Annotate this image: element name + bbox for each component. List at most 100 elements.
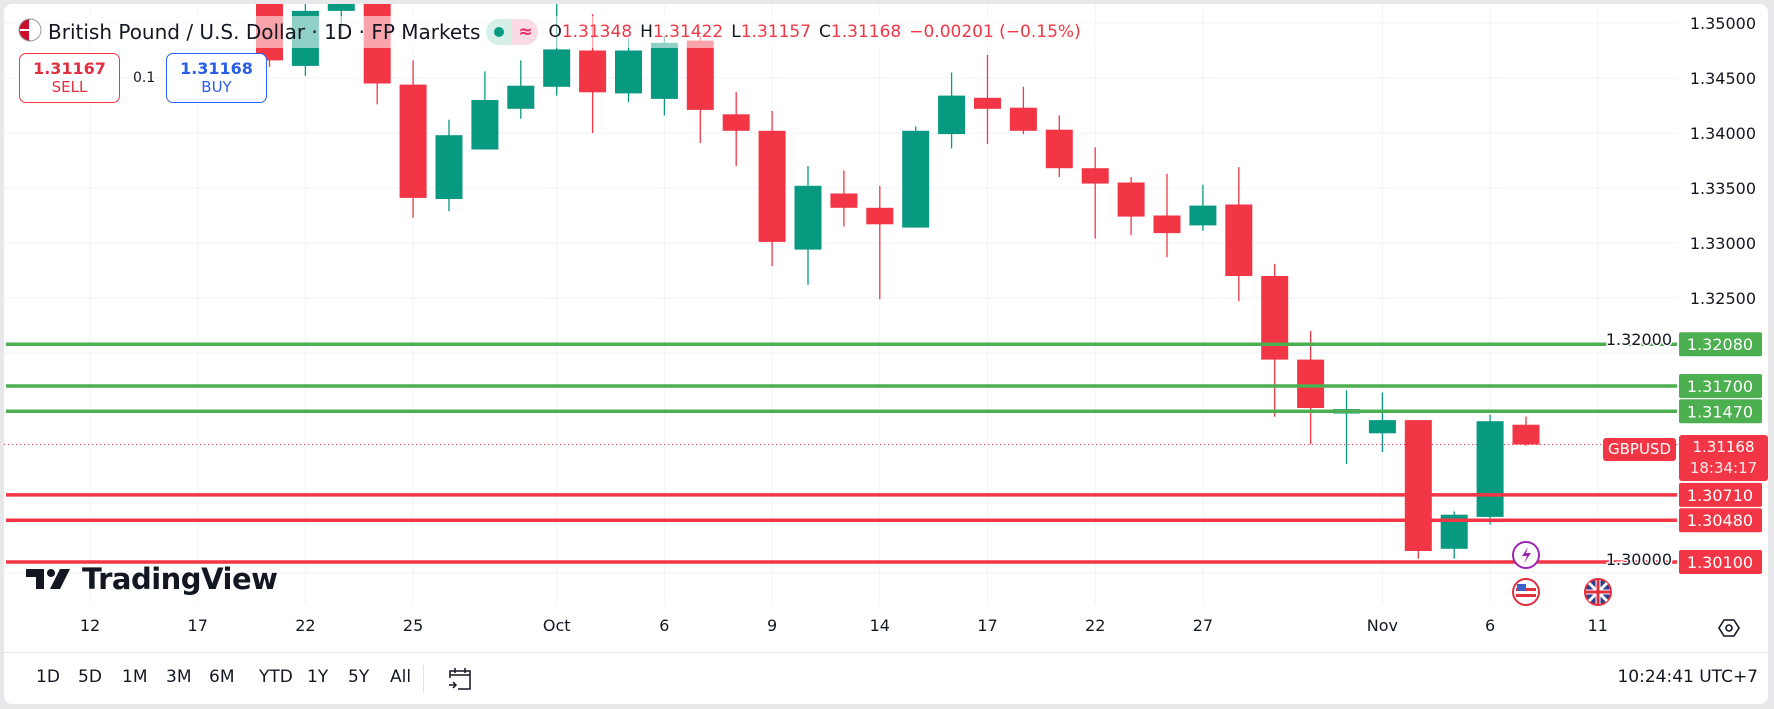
- close-value: 1.31168: [830, 22, 902, 42]
- price-tick-label: 1.33500: [1690, 179, 1756, 198]
- candle-down: [758, 130, 786, 242]
- candle-up: [615, 50, 642, 94]
- clock-timezone[interactable]: 10:24:41 UTC+7: [1617, 667, 1758, 687]
- buy-price: 1.31168: [180, 59, 253, 78]
- open-value: 1.31348: [561, 22, 633, 42]
- price-tick-label: 1.33000: [1690, 234, 1756, 253]
- candle-down: [1261, 276, 1289, 360]
- range-button-6m[interactable]: 6M: [209, 667, 235, 687]
- time-tick-label: Nov: [1366, 616, 1399, 635]
- support-level-label-bg: [1679, 508, 1762, 533]
- uk-flag-icon[interactable]: [1583, 577, 1613, 611]
- resistance-level-label: 1.32080: [1687, 335, 1753, 354]
- approx-icon[interactable]: ≈: [512, 19, 539, 45]
- candle-up: [1189, 205, 1217, 226]
- resistance-level-label-bg: [1679, 332, 1762, 357]
- price-chart[interactable]: 1.32080 1.31700 1.31470 1.30710 1.30480 1.301…: [4, 4, 1768, 704]
- candle-down: [1512, 424, 1540, 445]
- price-tick-label: 1.34500: [1690, 69, 1756, 88]
- candle-down: [1297, 359, 1325, 408]
- toolbar-divider: [423, 665, 424, 693]
- time-tick-label: 12: [79, 616, 101, 635]
- support-level-label-bg: [1679, 482, 1762, 507]
- time-tick-label: 25: [402, 616, 424, 635]
- change-value: −0.00201 (−0.15%): [909, 22, 1081, 42]
- high-value: 1.31422: [652, 22, 724, 42]
- us-flag-icon[interactable]: [1511, 577, 1541, 611]
- candle-down: [1153, 215, 1181, 234]
- resistance-level-label: 1.31470: [1687, 402, 1753, 421]
- price-tick-label: 1.34000: [1690, 124, 1756, 143]
- range-button-5y[interactable]: 5Y: [348, 667, 370, 687]
- range-button-3m[interactable]: 3M: [166, 667, 192, 687]
- market-open-icon[interactable]: [486, 19, 513, 45]
- resistance-level-label-bg: [1679, 399, 1762, 424]
- lightning-icon[interactable]: [1511, 540, 1541, 574]
- price-tick-label: 1.35000: [1690, 14, 1756, 33]
- sell-button[interactable]: 1.31167 SELL: [19, 53, 120, 103]
- candle-down: [974, 97, 1001, 109]
- range-button-1y[interactable]: 1Y: [307, 667, 329, 687]
- time-tick-label: 6: [1485, 616, 1496, 635]
- price-tick-label: 1.30000: [1606, 550, 1672, 569]
- candle-down: [686, 40, 714, 110]
- time-tick-label: Oct: [542, 616, 571, 635]
- price-tick-label: 1.32000: [1606, 330, 1672, 349]
- chart-title[interactable]: British Pound / U.S. Dollar · 1D · FP Ma…: [48, 20, 481, 44]
- time-tick-label: 27: [1192, 616, 1214, 635]
- symbol-label: GBPUSD: [1603, 438, 1676, 461]
- last-price-value: 1.31168: [1692, 438, 1755, 456]
- candle-up: [543, 49, 571, 87]
- support-level-label-bg: [1679, 550, 1762, 574]
- low-value: 1.31157: [740, 22, 812, 42]
- sell-label: SELL: [51, 78, 88, 96]
- range-button-1d[interactable]: 1D: [36, 667, 60, 687]
- range-button-all[interactable]: All: [390, 667, 412, 687]
- buy-button[interactable]: 1.31168 BUY: [166, 53, 267, 103]
- candle-up: [507, 85, 535, 109]
- candle-down: [1404, 420, 1432, 551]
- candle-down: [399, 84, 427, 198]
- time-tick-label: 9: [767, 616, 778, 635]
- candle-up: [1368, 420, 1396, 434]
- support-level-label: 1.30480: [1687, 511, 1753, 530]
- time-tick-label: 6: [659, 616, 670, 635]
- range-button-1m[interactable]: 1M: [122, 667, 148, 687]
- tradingview-logo-icon: [26, 569, 70, 589]
- quantity[interactable]: 0.1: [133, 70, 156, 86]
- calendar-goto-icon[interactable]: [446, 665, 474, 697]
- time-tick-label: 22: [295, 616, 316, 635]
- range-button-ytd[interactable]: YTD: [259, 667, 293, 687]
- ohlc-values: O1.31348 H1.31422 L1.31157 C1.31168 −0.00201…: [548, 22, 1081, 42]
- candle-up: [471, 100, 499, 150]
- resistance-level-label: 1.31700: [1687, 377, 1753, 396]
- support-level-label: 1.30710: [1687, 486, 1753, 505]
- resistance-level-label-bg: [1679, 374, 1762, 398]
- candle-up: [794, 185, 822, 250]
- candle-up: [902, 130, 930, 228]
- chart-widget: 1.32080 1.31700 1.31470 1.30710 1.30480 1.301…: [4, 4, 1768, 704]
- candle-down: [830, 193, 858, 208]
- bar-countdown: 18:34:17: [1689, 459, 1758, 477]
- uk-us-flag-icon: [18, 18, 42, 46]
- symbol-legend: British Pound / U.S. Dollar · 1D · FP Ma…: [18, 16, 1095, 48]
- candle-down: [866, 207, 894, 225]
- support-level-label: 1.30100: [1687, 553, 1753, 572]
- candle-down: [1117, 182, 1145, 217]
- time-tick-label: 14: [869, 616, 890, 635]
- candle-down: [579, 50, 607, 93]
- candle-down: [1009, 107, 1037, 131]
- candle-down: [1225, 204, 1253, 276]
- range-button-5d[interactable]: 5D: [78, 667, 102, 687]
- time-tick-label: 11: [1587, 616, 1608, 635]
- buy-label: BUY: [201, 78, 232, 96]
- candle-up: [435, 135, 463, 199]
- status-pills[interactable]: ≈: [486, 19, 539, 45]
- candle-up: [938, 95, 966, 135]
- gear-icon[interactable]: [1718, 617, 1740, 643]
- candle-up: [327, 4, 355, 11]
- bottom-toolbar: 1D 5D 1M 3M 6M YTD 1Y 5Y All 10:24:41 UTC+7: [4, 652, 1768, 704]
- candle-up: [1476, 421, 1504, 517]
- tradingview-logo[interactable]: TradingView: [26, 562, 278, 596]
- candle-up: [650, 42, 678, 99]
